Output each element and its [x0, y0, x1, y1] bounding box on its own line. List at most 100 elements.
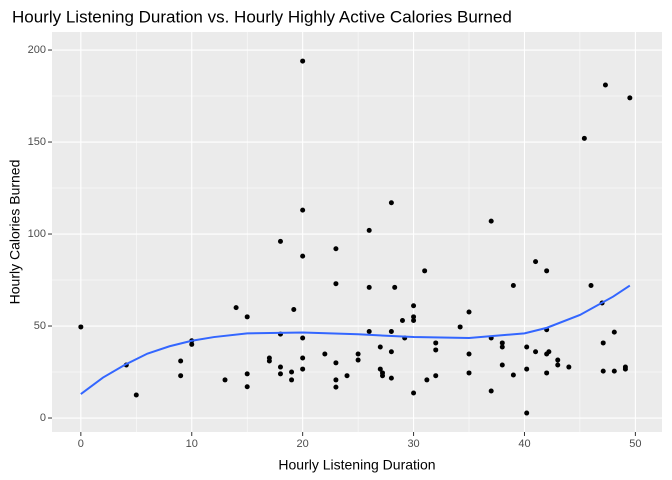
point [380, 373, 386, 379]
point [611, 329, 617, 335]
point [300, 335, 306, 341]
point [333, 384, 339, 390]
point [233, 305, 239, 311]
point [588, 283, 594, 289]
point [133, 392, 139, 398]
point [300, 58, 306, 64]
chart-title: Hourly Listening Duration vs. Hourly Hig… [12, 7, 512, 26]
point [300, 253, 306, 259]
point [366, 284, 372, 290]
point [333, 281, 339, 287]
point [289, 369, 295, 375]
point [388, 349, 394, 355]
point [333, 360, 339, 366]
point [322, 351, 328, 357]
point [411, 318, 417, 324]
point [300, 207, 306, 213]
point [244, 384, 250, 390]
point [524, 366, 530, 372]
point [266, 358, 272, 364]
point [277, 371, 283, 377]
point [78, 324, 84, 330]
point [388, 375, 394, 381]
plot-panel [52, 32, 662, 432]
point [466, 351, 472, 357]
point [178, 358, 184, 364]
point [388, 329, 394, 335]
point [422, 268, 428, 274]
point [333, 377, 339, 383]
point [366, 227, 372, 233]
point [581, 135, 587, 141]
point [533, 259, 539, 265]
point [244, 314, 250, 320]
point [488, 388, 494, 394]
point [510, 372, 516, 378]
point [457, 324, 463, 330]
point [499, 344, 505, 350]
point [366, 329, 372, 335]
x-tick-label: 10 [186, 438, 198, 450]
point [277, 364, 283, 370]
point [244, 371, 250, 377]
point [533, 349, 539, 355]
point [566, 364, 572, 370]
y-tick-label: 200 [28, 44, 46, 56]
point [424, 377, 430, 383]
point [344, 373, 350, 379]
y-tick-label: 100 [28, 228, 46, 240]
point [611, 368, 617, 374]
point [300, 366, 306, 372]
x-tick-label: 30 [407, 438, 419, 450]
y-tick-label: 150 [28, 136, 46, 148]
point [499, 340, 505, 346]
point [433, 347, 439, 353]
point [355, 351, 361, 357]
point [178, 373, 184, 379]
point [300, 355, 306, 361]
x-tick-label: 50 [629, 438, 641, 450]
point [411, 303, 417, 309]
y-axis-title: Hourly Calories Burned [7, 160, 23, 305]
y-tick-label: 0 [40, 412, 46, 424]
point [524, 344, 530, 350]
point [544, 351, 550, 357]
trend-line [80, 284, 631, 395]
x-tick-label: 40 [518, 438, 530, 450]
point [377, 344, 383, 350]
point [524, 410, 530, 416]
point [602, 82, 608, 88]
point [600, 368, 606, 374]
point [411, 390, 417, 396]
point [333, 246, 339, 252]
point [555, 362, 561, 368]
point [222, 377, 228, 383]
point [433, 373, 439, 379]
point [466, 309, 472, 315]
point [488, 218, 494, 224]
x-axis-title: Hourly Listening Duration [278, 457, 435, 473]
point [433, 340, 439, 346]
point [377, 366, 383, 372]
point [392, 284, 398, 290]
point [510, 283, 516, 289]
point [544, 370, 550, 376]
point [622, 364, 628, 370]
point [627, 95, 633, 101]
point [388, 200, 394, 206]
y-tick-label: 50 [34, 320, 46, 332]
x-tick-label: 0 [78, 438, 84, 450]
point [399, 318, 405, 324]
point [411, 314, 417, 320]
point [355, 357, 361, 363]
x-tick-label: 20 [297, 438, 309, 450]
point [289, 377, 295, 383]
point [466, 370, 472, 376]
point [499, 362, 505, 368]
point [189, 341, 195, 347]
point [544, 268, 550, 274]
point [555, 357, 561, 363]
point [277, 238, 283, 244]
point [291, 306, 297, 312]
